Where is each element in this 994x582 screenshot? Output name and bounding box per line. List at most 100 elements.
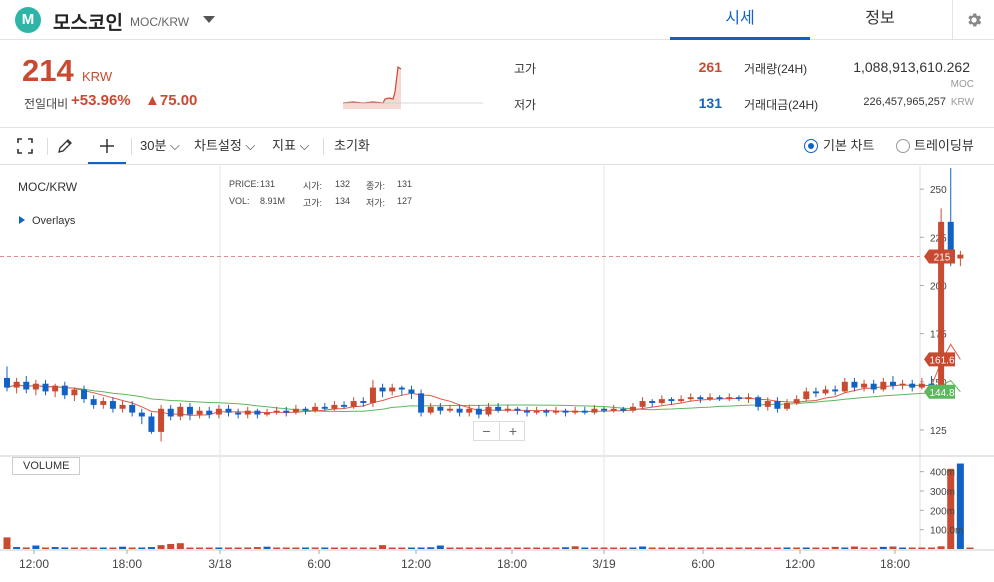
candle: [129, 404, 136, 413]
trade-value-label: 거래대금(24H): [744, 98, 819, 112]
candle: [793, 399, 800, 403]
moving-average-short: [6, 343, 961, 416]
chart-settings-menu[interactable]: 차트설정 ⌵: [194, 138, 256, 153]
candle: [350, 401, 357, 407]
candle: [581, 410, 588, 413]
volume-bar: [138, 547, 146, 549]
overlays-toggle[interactable]: Overlays: [19, 215, 75, 227]
tradingview-radio[interactable]: [896, 139, 910, 153]
basic-chart-label[interactable]: 기본 차트: [823, 138, 875, 153]
volume-bar: [879, 546, 887, 549]
price-tag-label: 215: [934, 253, 951, 264]
x-tick-label: 12:00: [401, 557, 431, 571]
volume-bar: [398, 547, 406, 549]
zoom-in-button[interactable]: +: [508, 423, 518, 439]
indicators-menu[interactable]: 지표 ⌵: [272, 138, 310, 153]
volume-bar: [956, 463, 964, 549]
volume-tick-label: 300m: [930, 487, 955, 498]
volume-bar: [436, 545, 444, 549]
volume-bar: [417, 547, 425, 549]
candle: [784, 402, 791, 409]
chart-canvas[interactable]: 12:00 18:00 3/18 6:00 12:00 18:00 3/19 6:00 12:0…: [0, 166, 994, 582]
chevron-down-icon[interactable]: [203, 16, 215, 23]
volume-bar: [860, 547, 868, 549]
candle: [244, 410, 251, 415]
volume-bar: [600, 547, 608, 549]
gear-icon[interactable]: [952, 0, 994, 40]
tradingview-label[interactable]: 트레이딩뷰: [914, 138, 974, 153]
tab-info[interactable]: 정보: [865, 10, 895, 27]
volume-bar: [764, 547, 772, 549]
reset-button[interactable]: 초기화: [334, 138, 370, 153]
candle: [947, 221, 954, 259]
candle: [880, 381, 887, 390]
candle: [446, 408, 453, 411]
candle: [812, 391, 819, 394]
zoom-controls: − +: [473, 421, 525, 441]
candle: [254, 410, 261, 415]
candle: [918, 383, 925, 388]
pencil-icon[interactable]: [57, 129, 77, 164]
candle: [177, 406, 184, 417]
y-tick-label: 125: [930, 426, 947, 437]
volume-bar: [590, 547, 598, 549]
candle: [909, 383, 916, 388]
candle: [13, 381, 20, 388]
price-tag: [924, 384, 955, 399]
candle: [658, 399, 665, 403]
candle: [418, 393, 425, 413]
candle: [264, 412, 271, 415]
x-tick-label: 18:00: [112, 557, 142, 571]
volume-bar: [783, 547, 791, 549]
candle: [697, 397, 704, 400]
volume-bar: [793, 547, 801, 549]
candle: [774, 401, 781, 409]
volume-bar: [475, 547, 483, 549]
candle: [321, 406, 328, 409]
volume-bar: [263, 546, 271, 549]
candle: [42, 383, 49, 392]
volume-bar: [157, 545, 165, 549]
candle: [437, 406, 444, 411]
candle: [524, 410, 531, 413]
chart-toolbar: 30분 ⌵ 차트설정 ⌵ 지표 ⌵ 초기화 기본 차트 트레이딩뷰: [0, 129, 994, 165]
candle: [841, 381, 848, 392]
candle: [552, 410, 559, 413]
candle: [466, 408, 473, 413]
volume-bar: [253, 547, 261, 549]
x-tick-label: 6:00: [307, 557, 331, 571]
volume-bar: [359, 547, 367, 549]
candle: [533, 410, 540, 413]
candle: [745, 397, 752, 400]
volume-bar: [899, 547, 907, 549]
candle: [485, 406, 492, 415]
tab-market[interactable]: 시세: [670, 0, 810, 40]
coin-name[interactable]: 모스코인: [53, 12, 123, 34]
price-tag-label: 161.6: [929, 355, 954, 366]
coin-pair: MOC/KRW: [130, 15, 190, 29]
candle: [803, 391, 810, 400]
interval-select[interactable]: 30분 ⌵: [140, 138, 180, 153]
candle: [398, 387, 405, 390]
crosshair-icon[interactable]: [88, 129, 126, 164]
candle: [408, 389, 415, 394]
candle: [851, 381, 858, 388]
volume-bar: [485, 547, 492, 549]
candle: [678, 399, 685, 402]
candle: [591, 408, 598, 413]
volume-bar: [571, 546, 579, 549]
change-amount: ▲75.00: [145, 92, 198, 109]
candle: [716, 397, 723, 400]
volume-bar: [812, 547, 820, 549]
zoom-out-button[interactable]: −: [474, 422, 500, 440]
price-summary: 214 KRW 전일대비 +53.96% ▲75.00 고가 261 저가 13…: [0, 41, 994, 128]
candle: [735, 397, 742, 400]
basic-chart-radio[interactable]: [804, 139, 818, 153]
fullscreen-icon[interactable]: [17, 129, 37, 164]
candle: [822, 389, 829, 394]
volume-bar: [696, 547, 704, 549]
high-label: 고가: [514, 62, 537, 76]
candle: [456, 408, 463, 413]
volume-bar: [109, 547, 117, 549]
price-chart[interactable]: 12:00 18:00 3/18 6:00 12:00 18:00 3/19 6:00 12:0…: [0, 166, 994, 582]
